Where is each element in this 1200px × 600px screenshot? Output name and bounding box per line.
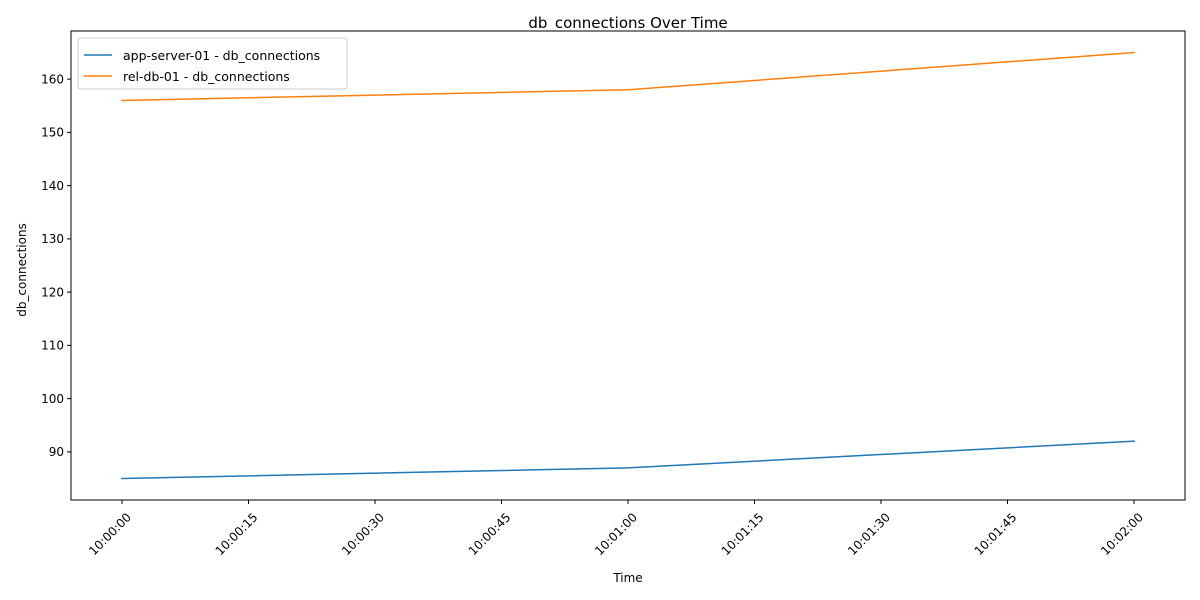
legend: app-server-01 - db_connections rel-db-01… [77, 37, 348, 90]
chart-title: db_connections Over Time [528, 14, 727, 33]
y-tick-label: 150 [41, 126, 64, 140]
y-tick-label: 90 [49, 445, 64, 459]
series-line-0 [121, 440, 1135, 480]
y-tick-label: 110 [41, 339, 64, 353]
y-tick-label: 140 [41, 179, 64, 193]
y-tick-label: 100 [41, 392, 64, 406]
series-line-1 [121, 51, 1135, 102]
x-axis-label: Time [612, 571, 642, 585]
y-tick-label: 130 [41, 232, 64, 246]
plot-frame [70, 30, 1186, 501]
y-tick-label: 160 [41, 72, 64, 86]
legend-label-rel-db-01: rel-db-01 - db_connections [123, 69, 290, 84]
series-layer [121, 51, 1135, 480]
y-tick-label: 120 [41, 285, 64, 299]
legend-box [77, 37, 348, 90]
y-axis-label: db_connections [15, 223, 29, 317]
legend-label-app-server-01: app-server-01 - db_connections [123, 48, 320, 63]
